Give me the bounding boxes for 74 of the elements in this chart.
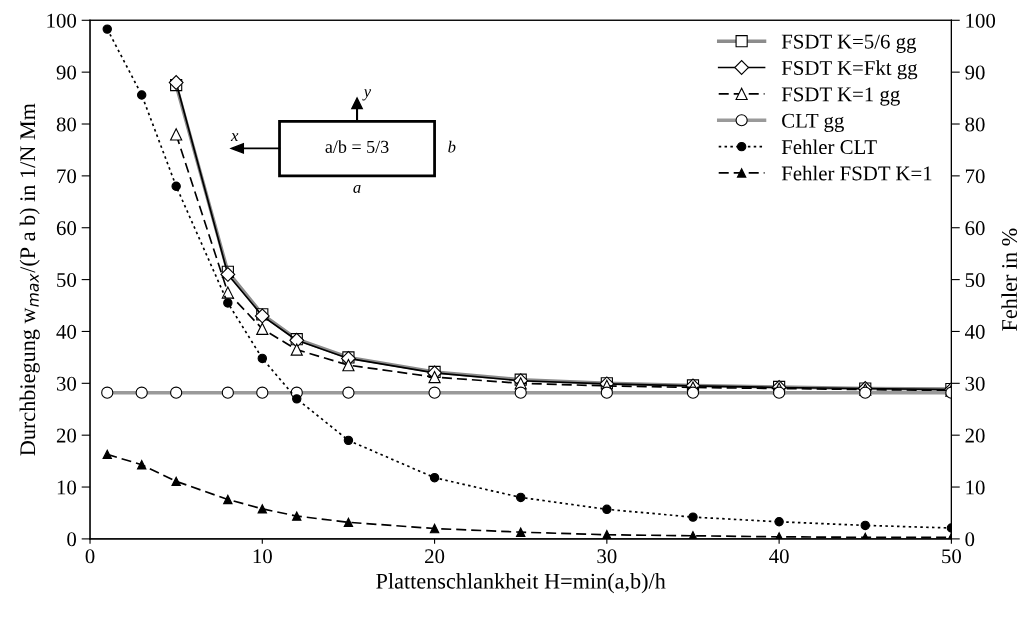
- point: [220, 266, 236, 282]
- y2-tick-label: 90: [965, 65, 985, 80]
- x-tick-label: 50: [942, 549, 962, 564]
- point: [223, 494, 233, 505]
- point: [221, 286, 234, 299]
- point: [257, 353, 268, 364]
- point: [292, 394, 302, 404]
- point: [860, 520, 870, 531]
- x-tick-label: 0: [85, 549, 95, 564]
- point: [602, 504, 612, 515]
- y2-tick-label: 20: [965, 428, 985, 443]
- point: [602, 530, 612, 539]
- point: [170, 128, 183, 141]
- x-tick-label: 40: [769, 549, 789, 564]
- y-tick-label: 10: [57, 480, 77, 495]
- point: [515, 527, 526, 537]
- y-tick-label: 40: [56, 324, 77, 339]
- legend-label: Fehler FSDT K=1: [781, 165, 932, 181]
- annotation: b: [448, 140, 456, 153]
- annotation: x: [230, 133, 239, 141]
- point: [343, 435, 354, 446]
- y2-tick-label: 10: [966, 480, 985, 495]
- y2-tick-label: 80: [965, 117, 985, 132]
- y-tick-label: 100: [47, 13, 77, 28]
- y-tick-label: 50: [57, 272, 77, 288]
- x-axis-title: Plattenschlankheit H=min(a,b)/h: [376, 573, 666, 594]
- point: [429, 472, 440, 483]
- point: [257, 504, 268, 514]
- annotation: a/b = 5/3: [325, 140, 389, 153]
- point: [102, 449, 112, 460]
- y-tick-label: 60: [56, 221, 77, 236]
- x-tick-label: 20: [425, 549, 445, 564]
- legend-label: FSDT K=Fkt gg: [781, 60, 918, 80]
- point: [774, 517, 784, 527]
- x-tick-label: 30: [597, 549, 617, 564]
- annotation: a: [353, 185, 361, 194]
- y2-tick-label: 40: [964, 324, 985, 339]
- legend-label: Fehler CLT: [781, 139, 877, 155]
- y2-tick-label: 50: [965, 272, 985, 288]
- y2-tick-label: 30: [965, 376, 985, 391]
- y-tick-label: 20: [56, 428, 77, 443]
- y-tick-label: 70: [57, 169, 77, 184]
- point: [223, 298, 233, 308]
- y2-tick-label: 60: [965, 221, 985, 236]
- y2-tick-label: 100: [966, 13, 996, 28]
- point: [688, 512, 698, 522]
- y-axis-title: Durchbiegung w$_{max}$/(P a b) in 1/N Mm: [19, 103, 40, 456]
- annotation: y: [362, 89, 372, 101]
- point: [515, 492, 526, 503]
- y2-axis-title: Fehler in %: [1001, 228, 1018, 331]
- point: [290, 343, 303, 356]
- point: [136, 90, 147, 100]
- y-tick-label: 30: [56, 376, 77, 391]
- point: [171, 181, 181, 191]
- x-tick-label: 10: [253, 549, 272, 564]
- point: [428, 370, 441, 384]
- legend-label: FSDT K=5/6 gg: [781, 34, 917, 53]
- y2-tick-label: 70: [965, 169, 985, 184]
- point: [429, 523, 440, 534]
- y2-tick-label: 0: [965, 532, 975, 547]
- y-tick-label: 90: [56, 65, 77, 80]
- point: [343, 517, 354, 528]
- legend-label: CLT gg: [782, 113, 844, 133]
- point: [102, 24, 112, 34]
- legend-label: FSDT K=1 gg: [781, 87, 900, 106]
- y-tick-label: 0: [67, 532, 77, 547]
- point: [342, 359, 355, 372]
- point: [171, 476, 181, 487]
- point: [292, 511, 302, 521]
- point: [256, 322, 269, 335]
- point: [168, 75, 184, 90]
- point: [688, 531, 698, 539]
- point: [136, 460, 147, 470]
- y-tick-label: 80: [56, 117, 77, 132]
